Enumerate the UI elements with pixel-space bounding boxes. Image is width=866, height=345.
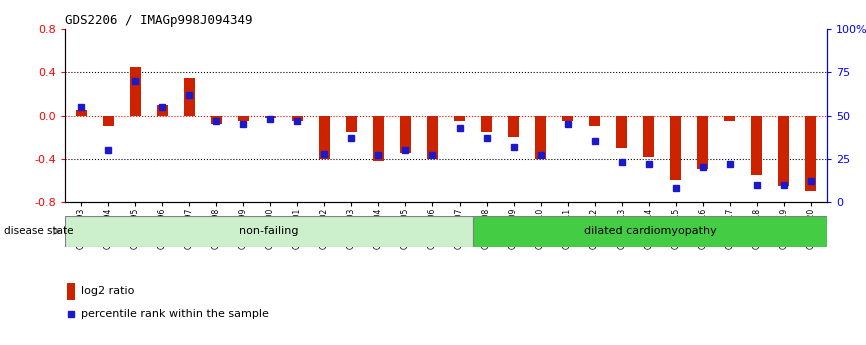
Bar: [400, 116, 410, 153]
Bar: [481, 116, 492, 132]
Bar: [617, 116, 627, 148]
Text: percentile rank within the sample: percentile rank within the sample: [81, 309, 268, 319]
Bar: [508, 116, 519, 137]
Bar: [670, 116, 681, 180]
Bar: [373, 116, 384, 161]
Bar: [805, 116, 817, 191]
Bar: [589, 116, 600, 126]
Bar: [103, 116, 113, 126]
Bar: [535, 116, 546, 159]
Bar: [130, 67, 140, 116]
Text: dilated cardiomyopathy: dilated cardiomyopathy: [584, 226, 716, 236]
Bar: [697, 116, 708, 169]
Bar: [238, 116, 249, 121]
Bar: [292, 116, 303, 121]
Bar: [643, 116, 654, 157]
Bar: [473, 216, 827, 247]
Text: disease state: disease state: [4, 226, 74, 236]
Bar: [65, 216, 473, 247]
Bar: [454, 116, 465, 121]
Bar: [157, 105, 168, 116]
Bar: [427, 116, 438, 159]
Bar: [724, 116, 735, 121]
Bar: [265, 116, 275, 118]
Bar: [211, 116, 222, 124]
Bar: [184, 78, 195, 116]
Text: non-failing: non-failing: [239, 226, 299, 236]
Text: GDS2206 / IMAGp998J094349: GDS2206 / IMAGp998J094349: [65, 14, 253, 27]
Bar: [562, 116, 573, 121]
Bar: [752, 116, 762, 175]
Bar: [319, 116, 330, 159]
Bar: [346, 116, 357, 132]
Text: log2 ratio: log2 ratio: [81, 286, 134, 296]
Bar: [75, 110, 87, 116]
Bar: [779, 116, 789, 186]
Bar: [67, 283, 75, 299]
